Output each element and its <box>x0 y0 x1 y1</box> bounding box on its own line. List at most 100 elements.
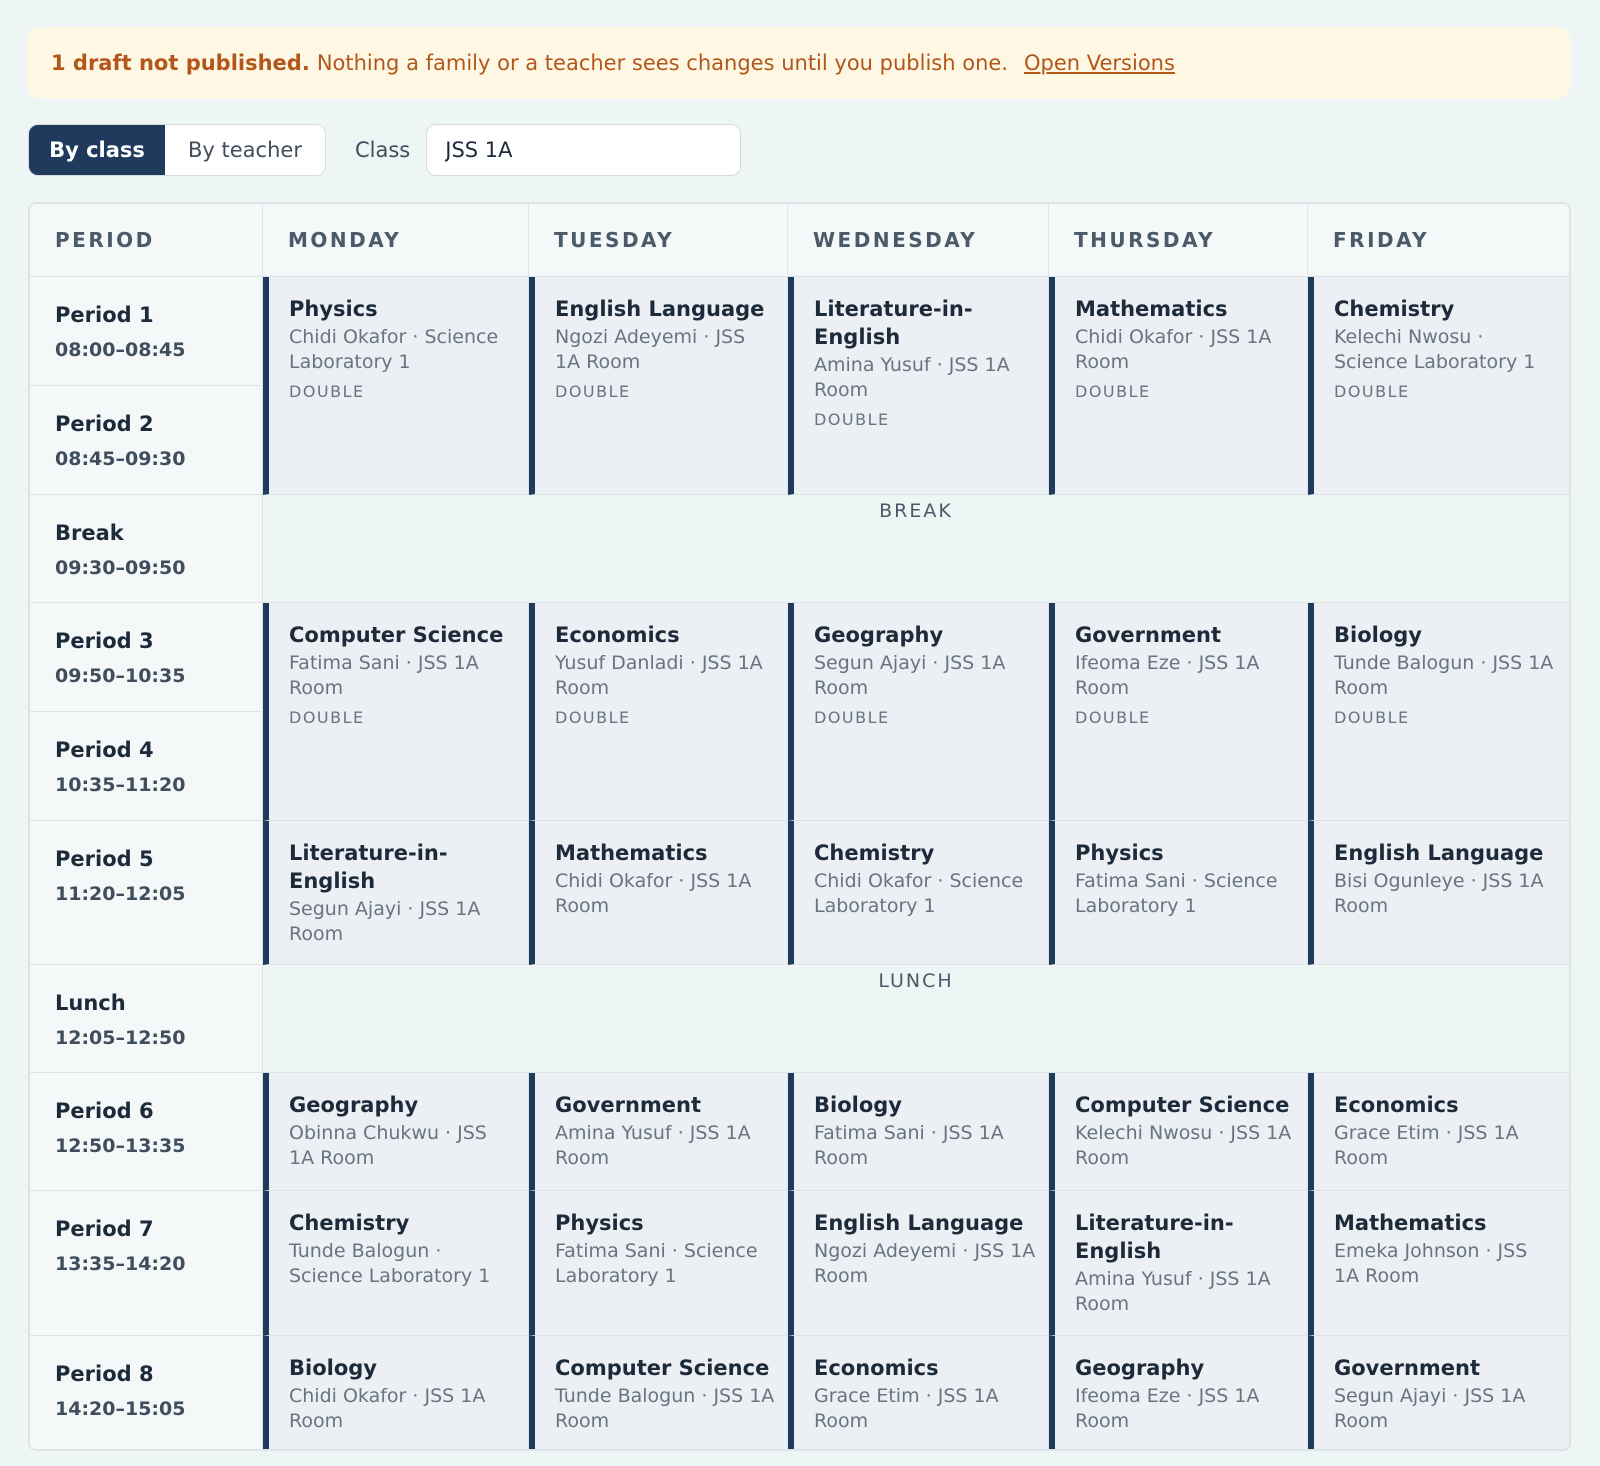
period-time: 10:35–11:20 <box>55 774 186 796</box>
lesson-cell[interactable]: Economics Grace Etim · JSS 1A Room <box>788 1336 1049 1449</box>
draft-status: 1 draft not published. <box>51 51 310 75</box>
lesson-cell[interactable]: Government Segun Ajayi · JSS 1A Room <box>1308 1336 1569 1449</box>
period-name: Period 1 <box>55 303 154 327</box>
lesson-cell[interactable]: Physics Chidi Okafor · Science Laborator… <box>263 277 529 495</box>
double-tag: DOUBLE <box>555 708 631 727</box>
lesson-cell[interactable]: Geography Obinna Chukwu · JSS 1A Room <box>263 1073 529 1191</box>
period-time: 08:00–08:45 <box>55 339 186 361</box>
lesson-cell[interactable]: Geography Segun Ajayi · JSS 1A Room DOUB… <box>788 603 1049 821</box>
lesson-meta: Tunde Balogun · JSS 1A Room <box>555 1385 775 1432</box>
lesson-cell[interactable]: Mathematics Chidi Okafor · JSS 1A Room D… <box>1049 277 1308 495</box>
lesson-cell[interactable]: Computer Science Fatima Sani · JSS 1A Ro… <box>263 603 529 821</box>
lesson-cell[interactable]: Literature-in-English Amina Yusuf · JSS … <box>788 277 1049 495</box>
lesson-subject: Literature-in-English <box>814 297 973 349</box>
double-tag: DOUBLE <box>289 382 365 401</box>
timetable-grid: PERIOD MONDAY TUESDAY WEDNESDAY THURSDAY… <box>28 202 1571 1451</box>
lesson-meta: Bisi Ogunleye · JSS 1A Room <box>1334 870 1544 917</box>
lesson-cell[interactable]: Computer Science Tunde Balogun · JSS 1A … <box>529 1336 788 1449</box>
draft-banner: 1 draft not published. Nothing a family … <box>27 27 1571 99</box>
lesson-cell[interactable]: Biology Chidi Okafor · JSS 1A Room <box>263 1336 529 1449</box>
period-name: Period 8 <box>55 1362 154 1386</box>
double-tag: DOUBLE <box>1075 382 1151 401</box>
period-time: 14:20–15:05 <box>55 1398 186 1420</box>
lesson-cell[interactable]: Biology Tunde Balogun · JSS 1A Room DOUB… <box>1308 603 1569 821</box>
lesson-cell[interactable]: Geography Ifeoma Eze · JSS 1A Room <box>1049 1336 1308 1449</box>
break-row: BREAK <box>263 495 1569 603</box>
lesson-cell[interactable]: Chemistry Tunde Balogun · Science Labora… <box>263 1191 529 1336</box>
lesson-meta: Obinna Chukwu · JSS 1A Room <box>289 1122 487 1169</box>
lesson-subject: Physics <box>555 1211 644 1235</box>
lesson-subject: Biology <box>289 1356 377 1380</box>
header-wednesday: WEDNESDAY <box>788 204 1049 277</box>
lesson-cell[interactable]: Physics Fatima Sani · Science Laboratory… <box>529 1191 788 1336</box>
lesson-cell[interactable]: Chemistry Kelechi Nwosu · Science Labora… <box>1308 277 1569 495</box>
lesson-cell[interactable]: Economics Grace Etim · JSS 1A Room <box>1308 1073 1569 1191</box>
lesson-subject: Physics <box>1075 841 1164 865</box>
lesson-meta: Ngozi Adeyemi · JSS 1A Room <box>555 326 746 373</box>
period-time: 11:20–12:05 <box>55 883 186 905</box>
lesson-cell[interactable]: Physics Fatima Sani · Science Laboratory… <box>1049 821 1308 965</box>
lesson-meta: Segun Ajayi · JSS 1A Room <box>814 652 1006 699</box>
period-name: Period 5 <box>55 847 154 871</box>
lesson-subject: Government <box>555 1093 702 1117</box>
lesson-meta: Amina Yusuf · JSS 1A Room <box>1075 1268 1271 1315</box>
lesson-cell[interactable]: English Language Bisi Ogunleye · JSS 1A … <box>1308 821 1569 965</box>
lesson-subject: Biology <box>814 1093 902 1117</box>
lesson-subject: Economics <box>814 1356 939 1380</box>
lesson-subject: Physics <box>289 297 378 321</box>
lesson-subject: Literature-in-English <box>1075 1211 1234 1263</box>
lesson-subject: Government <box>1334 1356 1481 1380</box>
lesson-subject: Chemistry <box>1334 297 1455 321</box>
lesson-cell[interactable]: Computer Science Kelechi Nwosu · JSS 1A … <box>1049 1073 1308 1191</box>
lesson-subject: Computer Science <box>289 623 504 647</box>
lunch-row: LUNCH <box>263 965 1569 1073</box>
lesson-meta: Ngozi Adeyemi · JSS 1A Room <box>814 1240 1036 1287</box>
lesson-cell[interactable]: Government Ifeoma Eze · JSS 1A Room DOUB… <box>1049 603 1308 821</box>
lesson-meta: Kelechi Nwosu · JSS 1A Room <box>1075 1122 1292 1169</box>
lesson-subject: English Language <box>1334 841 1544 865</box>
lesson-cell[interactable]: Mathematics Emeka Johnson · JSS 1A Room <box>1308 1191 1569 1336</box>
lesson-cell[interactable]: English Language Ngozi Adeyemi · JSS 1A … <box>529 277 788 495</box>
period-name: Period 4 <box>55 738 154 762</box>
period-time: 12:50–13:35 <box>55 1135 186 1157</box>
lesson-cell[interactable]: Biology Fatima Sani · JSS 1A Room <box>788 1073 1049 1191</box>
break-label: BREAK <box>879 500 953 522</box>
period-name: Lunch <box>55 991 126 1015</box>
period-label: Period 1 08:00–08:45 <box>30 277 263 386</box>
period-label: Period 2 08:45–09:30 <box>30 386 263 495</box>
lesson-cell[interactable]: Government Amina Yusuf · JSS 1A Room <box>529 1073 788 1191</box>
period-label: Lunch 12:05–12:50 <box>30 965 263 1073</box>
by-class-button[interactable]: By class <box>29 125 165 175</box>
lesson-meta: Fatima Sani · JSS 1A Room <box>289 652 479 699</box>
period-name: Period 2 <box>55 412 154 436</box>
lesson-cell[interactable]: Mathematics Chidi Okafor · JSS 1A Room <box>529 821 788 965</box>
lesson-subject: Mathematics <box>1334 1211 1487 1235</box>
double-tag: DOUBLE <box>1075 708 1151 727</box>
class-input[interactable] <box>426 124 742 176</box>
lesson-meta: Ifeoma Eze · JSS 1A Room <box>1075 652 1260 699</box>
lesson-meta: Chidi Okafor · JSS 1A Room <box>1075 326 1272 373</box>
period-name: Period 7 <box>55 1217 154 1241</box>
open-versions-link[interactable]: Open Versions <box>1023 51 1175 75</box>
period-name: Period 3 <box>55 629 154 653</box>
lesson-subject: Geography <box>814 623 944 647</box>
header-period: PERIOD <box>30 204 263 277</box>
lesson-cell[interactable]: Literature-in-English Segun Ajayi · JSS … <box>263 821 529 965</box>
lesson-subject: Computer Science <box>555 1356 770 1380</box>
lesson-meta: Yusuf Danladi · JSS 1A Room <box>555 652 763 699</box>
lesson-meta: Kelechi Nwosu · Science Laboratory 1 <box>1334 326 1536 373</box>
lesson-subject: Chemistry <box>289 1211 410 1235</box>
lesson-cell[interactable]: English Language Ngozi Adeyemi · JSS 1A … <box>788 1191 1049 1336</box>
lesson-subject: Computer Science <box>1075 1093 1290 1117</box>
lesson-meta: Fatima Sani · JSS 1A Room <box>814 1122 1004 1169</box>
by-teacher-button[interactable]: By teacher <box>165 125 325 175</box>
lesson-cell[interactable]: Chemistry Chidi Okafor · Science Laborat… <box>788 821 1049 965</box>
double-tag: DOUBLE <box>555 382 631 401</box>
header-tuesday: TUESDAY <box>529 204 788 277</box>
lesson-cell[interactable]: Literature-in-English Amina Yusuf · JSS … <box>1049 1191 1308 1336</box>
lesson-cell[interactable]: Economics Yusuf Danladi · JSS 1A Room DO… <box>529 603 788 821</box>
header-thursday: THURSDAY <box>1049 204 1308 277</box>
lesson-meta: Grace Etim · JSS 1A Room <box>814 1385 999 1432</box>
lesson-meta: Segun Ajayi · JSS 1A Room <box>289 898 481 945</box>
view-toggle: By class By teacher <box>28 124 326 176</box>
